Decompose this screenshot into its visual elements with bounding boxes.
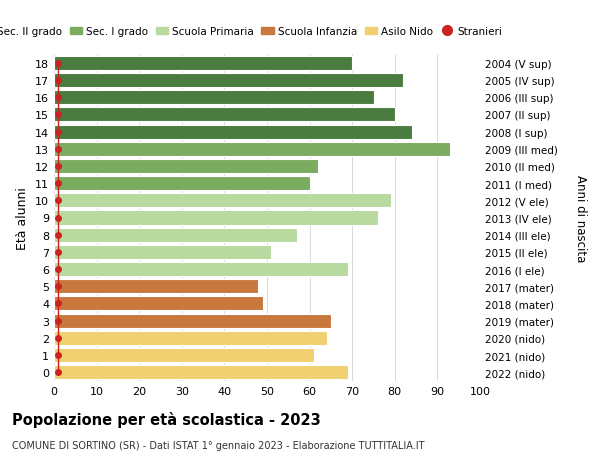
Y-axis label: Anni di nascita: Anni di nascita: [574, 174, 587, 262]
Bar: [54, 74, 403, 88]
Bar: [54, 125, 412, 139]
Bar: [54, 245, 271, 259]
Bar: [54, 211, 378, 225]
Bar: [54, 263, 348, 276]
Text: COMUNE DI SORTINO (SR) - Dati ISTAT 1° gennaio 2023 - Elaborazione TUTTITALIA.IT: COMUNE DI SORTINO (SR) - Dati ISTAT 1° g…: [12, 440, 425, 450]
Bar: [54, 228, 297, 242]
Legend: Sec. II grado, Sec. I grado, Scuola Primaria, Scuola Infanzia, Asilo Nido, Stran: Sec. II grado, Sec. I grado, Scuola Prim…: [0, 23, 506, 41]
Bar: [54, 280, 259, 294]
Text: Popolazione per età scolastica - 2023: Popolazione per età scolastica - 2023: [12, 411, 321, 427]
Bar: [54, 297, 263, 311]
Y-axis label: Età alunni: Età alunni: [16, 187, 29, 249]
Bar: [54, 314, 331, 328]
Bar: [54, 365, 348, 380]
Bar: [54, 331, 326, 345]
Bar: [54, 91, 373, 105]
Bar: [54, 56, 352, 71]
Bar: [54, 160, 318, 174]
Bar: [54, 348, 314, 362]
Bar: [54, 108, 395, 122]
Bar: [54, 194, 391, 208]
Bar: [54, 142, 450, 157]
Bar: [54, 177, 310, 191]
